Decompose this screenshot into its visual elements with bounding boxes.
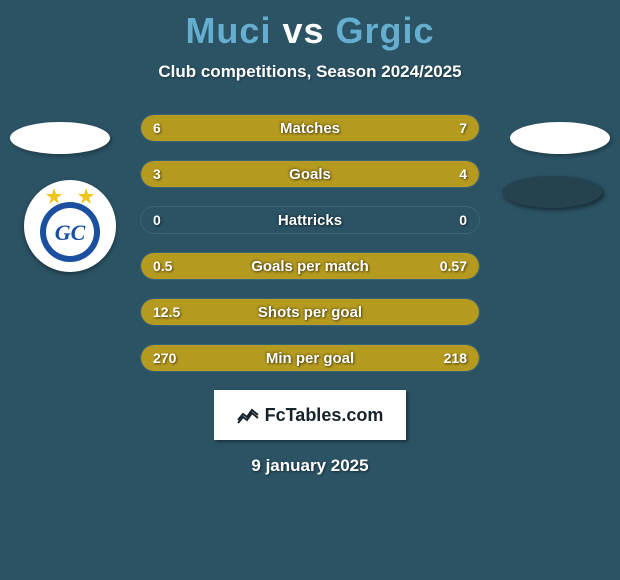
title-player1: Muci — [185, 10, 271, 51]
stat-bar-row: 67Matches — [140, 114, 480, 142]
stat-bar-left-fill — [141, 161, 286, 187]
club-placeholder-right — [502, 176, 602, 208]
stat-bar-right-fill — [300, 253, 479, 279]
club-badge-left: GC — [24, 180, 116, 272]
title-vs: vs — [282, 10, 324, 51]
stat-value-right: 0 — [459, 207, 467, 233]
stat-bar-right-fill — [286, 161, 479, 187]
stat-bar-left-fill — [141, 253, 300, 279]
club-badge-icon: GC — [30, 186, 110, 266]
stat-bar-left-fill — [141, 345, 327, 371]
watermark-text: FcTables.com — [265, 405, 384, 426]
stat-bar-row: 270218Min per goal — [140, 344, 480, 372]
page-title: Muci vs Grgic — [0, 10, 620, 52]
comparison-infographic: Muci vs Grgic Club competitions, Season … — [0, 0, 620, 580]
photo-placeholder-right — [510, 122, 610, 154]
stat-bar-row: 0.50.57Goals per match — [140, 252, 480, 280]
stat-bar-row: 34Goals — [140, 160, 480, 188]
stat-bar-row: 12.5Shots per goal — [140, 298, 480, 326]
stat-bar-left-fill — [141, 115, 296, 141]
stat-bar-right-fill — [296, 115, 479, 141]
stat-bar-right-fill — [327, 345, 479, 371]
date-text: 9 january 2025 — [0, 456, 620, 476]
stat-label: Hattricks — [141, 207, 479, 233]
svg-text:GC: GC — [55, 220, 86, 245]
photo-placeholder-left — [10, 122, 110, 154]
stat-bar-row: 0 0Hattricks — [140, 206, 480, 234]
watermark: FcTables.com — [214, 390, 406, 440]
title-player2: Grgic — [336, 10, 435, 51]
chart-line-icon — [237, 406, 259, 424]
subtitle: Club competitions, Season 2024/2025 — [0, 62, 620, 82]
stat-bar-left-fill — [141, 299, 479, 325]
stat-value-left: 0 — [153, 207, 161, 233]
